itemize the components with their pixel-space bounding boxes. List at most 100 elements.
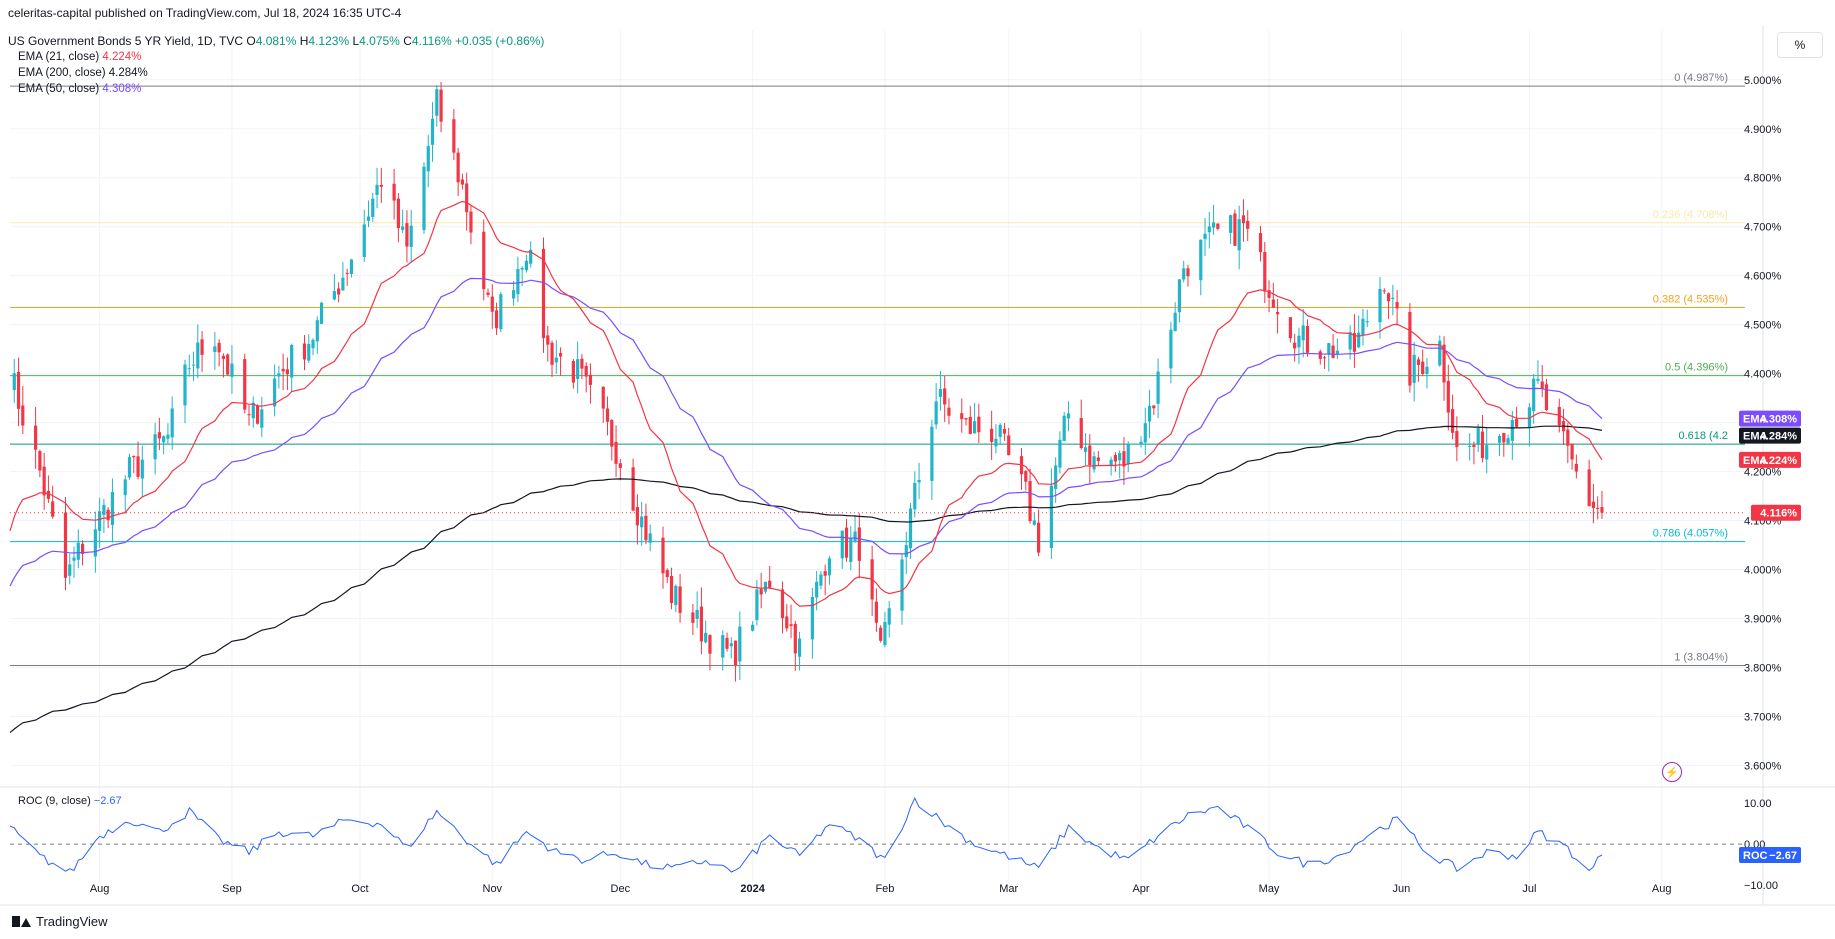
candle-body: [640, 516, 644, 528]
candle-body: [904, 545, 908, 557]
candle-body: [1211, 222, 1216, 228]
candle-body: [1066, 413, 1071, 419]
x-tick-label: Oct: [351, 883, 368, 895]
legend-ema21[interactable]: EMA (21, close) 4.224%: [18, 51, 141, 63]
candle-body: [187, 368, 191, 370]
candle-body: [968, 416, 972, 434]
candle-body: [1506, 438, 1510, 444]
candle-body: [934, 401, 938, 425]
candle-body: [524, 260, 529, 271]
candle-body: [132, 455, 136, 458]
candle-body: [930, 426, 934, 481]
x-tick-label: Mar: [999, 883, 1018, 895]
candle-body: [674, 585, 678, 606]
candle-body: [733, 640, 738, 666]
ema200-line: [9, 425, 1603, 734]
candle-body: [191, 364, 196, 366]
candle-body: [1109, 459, 1113, 466]
candle-body: [379, 184, 383, 187]
candle-body: [1152, 405, 1156, 409]
candle-body: [1425, 366, 1429, 374]
badge-value: 4.116%: [1760, 508, 1797, 520]
candle-body: [1062, 415, 1066, 441]
candle-body: [1258, 233, 1263, 253]
fib-label-1: 1 (3.804%): [1674, 652, 1728, 664]
badge-name: EMA: [1743, 431, 1768, 443]
candle-body: [972, 421, 977, 434]
candle-body: [405, 223, 409, 247]
candle-body: [558, 353, 563, 357]
legend-ema50[interactable]: EMA (50, close) 4.308%: [18, 83, 141, 95]
candle-body: [460, 179, 465, 185]
candle-body: [34, 425, 38, 450]
candle-body: [908, 508, 913, 549]
candle-body: [1510, 419, 1514, 441]
candle-body: [529, 249, 533, 264]
candle-body: [618, 463, 622, 468]
legend-ema200[interactable]: EMA (200, close) 4.284%: [18, 67, 148, 79]
percent-scale-button[interactable]: %: [1777, 32, 1823, 58]
candle-body: [990, 428, 994, 443]
candle-body: [226, 354, 230, 375]
fib-label-0.382: 0.382 (4.535%): [1653, 294, 1728, 306]
fibonacci-retracement[interactable]: 0 (4.987%) 0.236 (4.708%) 0.382 (4.535%) 0.…: [10, 72, 1745, 667]
candle-body: [789, 624, 793, 627]
y-tick-label: 5.000%: [1744, 75, 1782, 87]
candlestick-series: [12, 82, 1604, 682]
fib-label-0.5: 0.5 (4.396%): [1665, 362, 1728, 374]
candle-body: [1485, 445, 1489, 460]
badge-last-price: [1751, 504, 1801, 521]
candle-body: [815, 581, 819, 598]
candle-body: [277, 373, 281, 377]
candle-body: [1570, 443, 1574, 460]
candle-body: [1327, 343, 1331, 354]
candle-body: [913, 482, 917, 510]
y-tick-label: 4.000%: [1744, 565, 1782, 577]
candle-body: [166, 434, 170, 439]
candle-body: [430, 118, 435, 145]
candle-body: [1049, 485, 1053, 549]
candle-body: [1386, 293, 1391, 302]
grid: [0, 25, 1835, 906]
candle-body: [1476, 428, 1480, 445]
candle-body: [1540, 381, 1544, 390]
candle-body: [571, 360, 575, 383]
fib-label-0: 0 (4.987%): [1674, 72, 1728, 84]
candle-body: [1416, 359, 1421, 365]
candle-body: [1122, 451, 1126, 467]
candle-body: [883, 621, 887, 646]
candle-body: [1113, 455, 1118, 462]
candle-body: [1216, 223, 1220, 229]
candle-body: [1352, 333, 1357, 352]
candle-body: [1267, 290, 1271, 298]
candle-body: [644, 515, 648, 541]
candle-body: [1591, 501, 1596, 509]
candle-body: [1378, 289, 1382, 323]
legend-ema50-label: EMA (50, close): [18, 83, 100, 95]
candle-body: [550, 342, 554, 365]
badge-value: 4.284%: [1760, 431, 1798, 443]
candle-body: [1139, 441, 1143, 445]
lightning-icon[interactable]: ⚡: [1662, 762, 1682, 782]
candle-body: [1096, 457, 1100, 462]
candle-body: [1527, 407, 1532, 428]
candle-body: [1438, 340, 1442, 366]
legend-ema200-value: 4.284%: [108, 67, 148, 79]
candle-body: [1233, 213, 1237, 246]
candle-body: [1173, 312, 1177, 332]
candle-body: [614, 441, 618, 464]
candle-body: [1442, 344, 1446, 383]
x-tick-label: Jul: [1522, 883, 1536, 895]
x-tick-label: Dec: [611, 883, 631, 895]
candle-body: [435, 89, 439, 116]
candle-body: [307, 343, 311, 361]
fib-label-0.236: 0.236 (4.708%): [1653, 209, 1728, 221]
candle-body: [1083, 447, 1088, 452]
badge-name: ROC: [1743, 850, 1768, 862]
candle-body: [482, 231, 486, 290]
candle-body: [51, 501, 55, 517]
badge-roc: [1739, 847, 1801, 864]
candle-body: [1557, 406, 1561, 426]
x-tick-label: Apr: [1132, 883, 1149, 895]
